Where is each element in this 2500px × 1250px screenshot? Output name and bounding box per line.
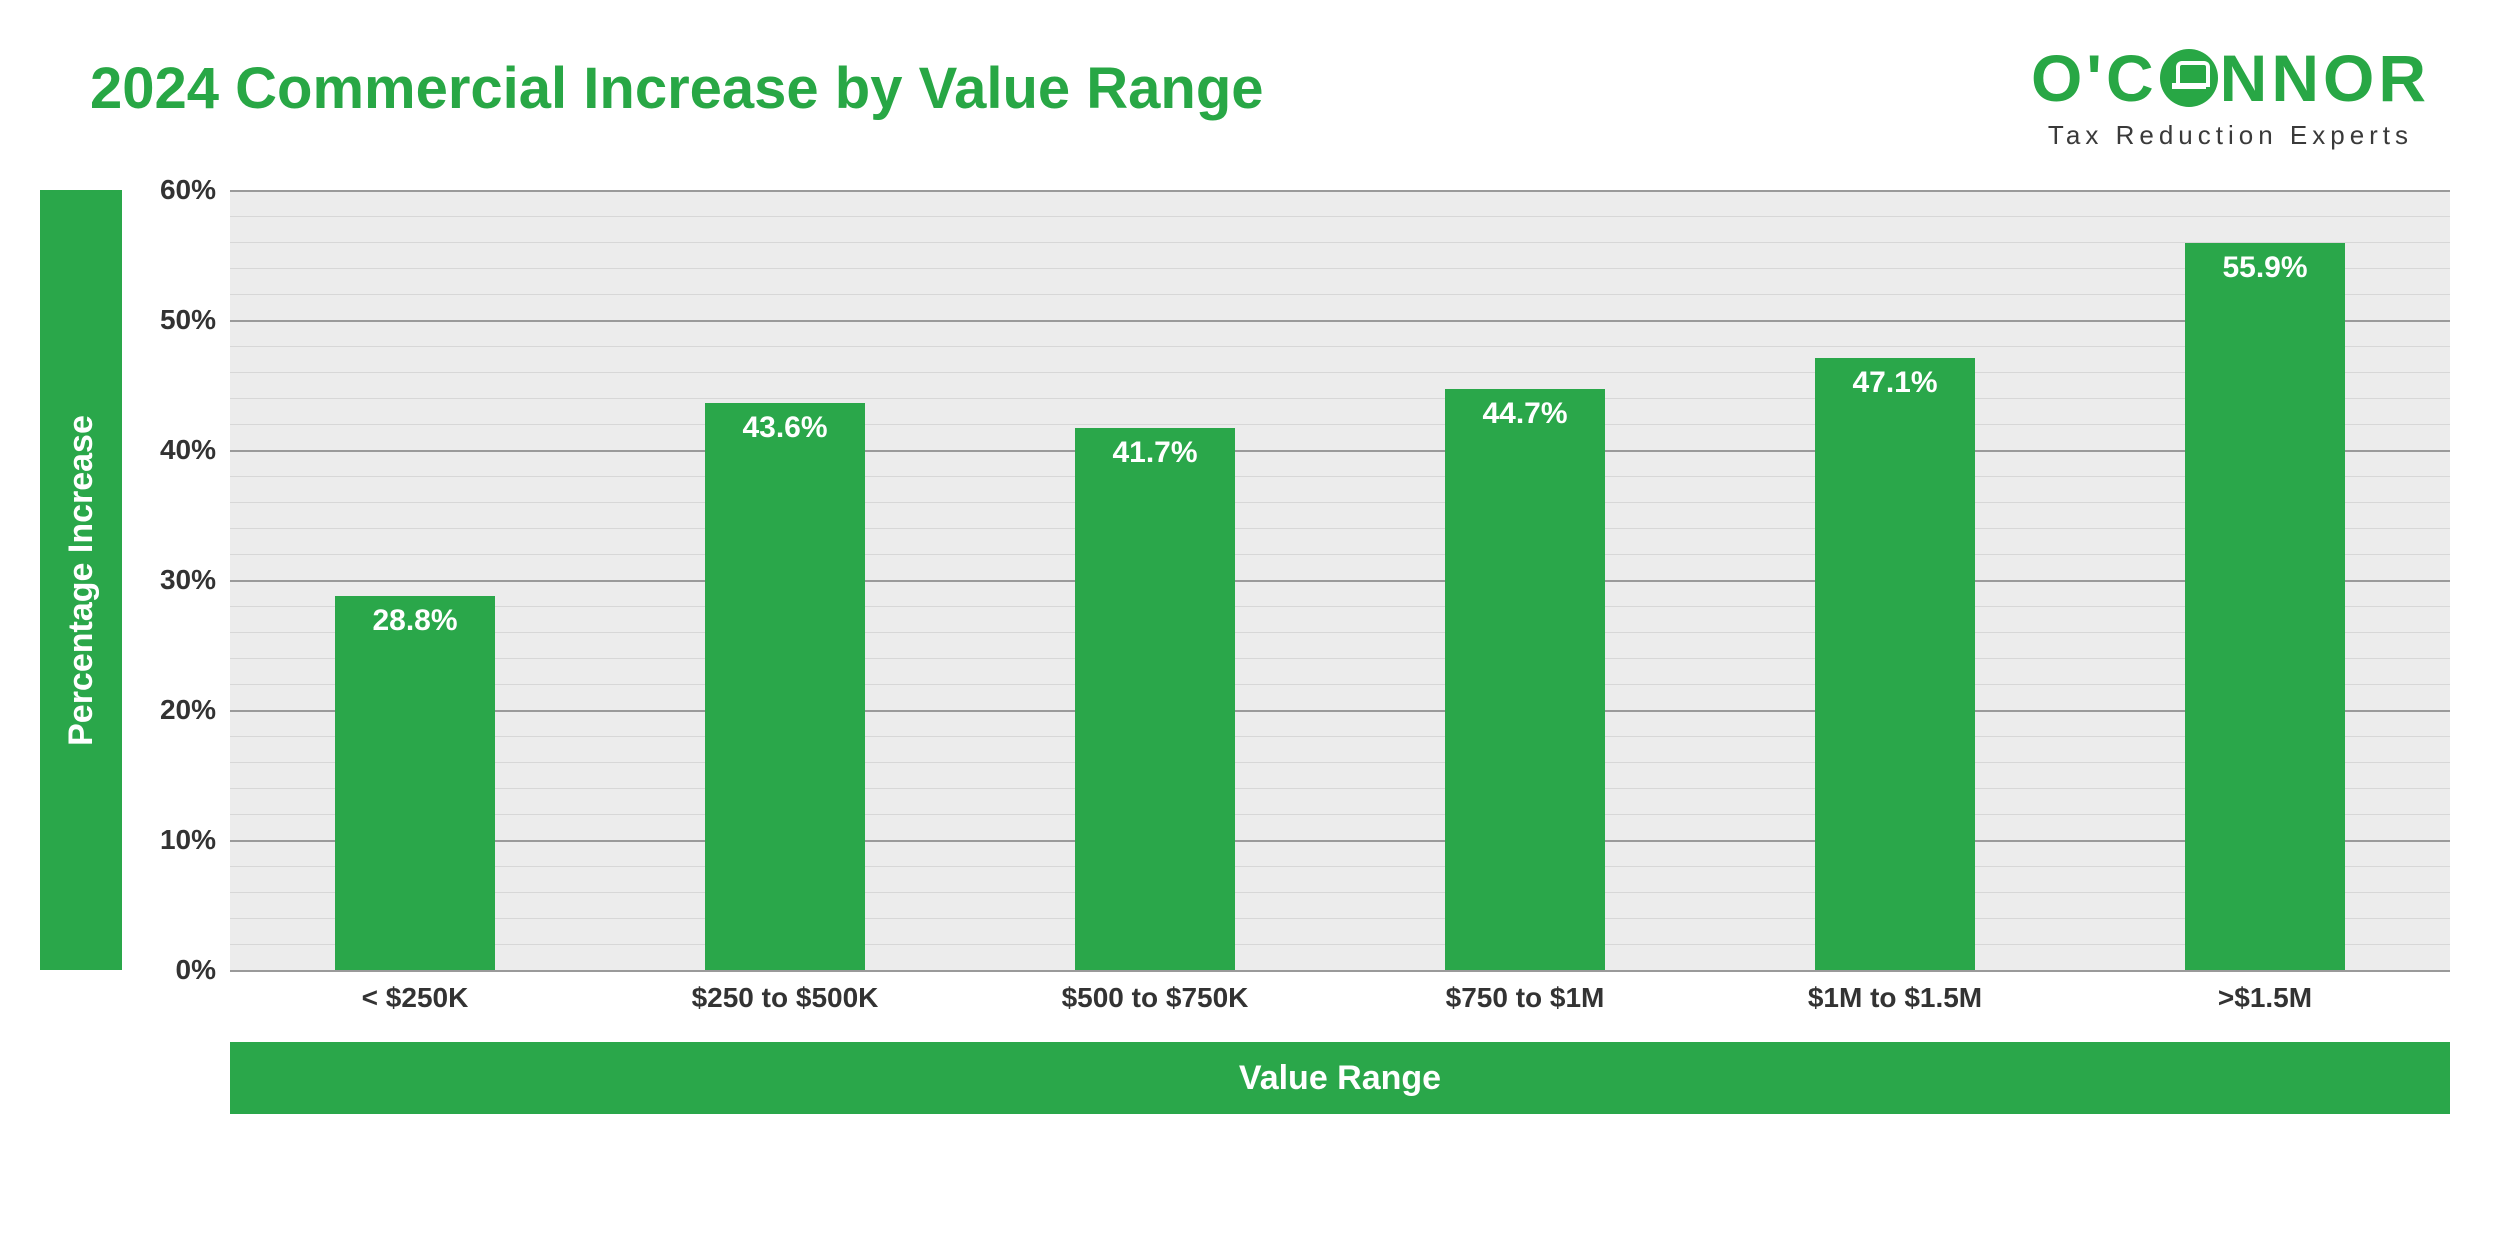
bar: 55.9% [2185, 243, 2345, 970]
y-tick-label: 0% [176, 954, 216, 986]
x-tick-label: $750 to $1M [1340, 982, 1710, 1014]
major-gridline [230, 970, 2450, 972]
bar-slot: 44.7% [1340, 190, 1710, 970]
chart-title: 2024 Commercial Increase by Value Range [90, 55, 1264, 122]
bar: 28.8% [335, 596, 495, 970]
capitol-icon [2160, 49, 2218, 107]
bar: 44.7% [1445, 389, 1605, 970]
bar: 41.7% [1075, 428, 1235, 970]
y-axis-label: Percentage Increase [62, 415, 101, 746]
logo-main-text: O'C NNOR [2031, 40, 2430, 116]
bar-slot: 55.9% [2080, 190, 2450, 970]
bar-value-label: 43.6% [742, 411, 827, 445]
x-tick-label: $500 to $750K [970, 982, 1340, 1014]
bar-value-label: 47.1% [1852, 366, 1937, 400]
x-tick-label: $250 to $500K [600, 982, 970, 1014]
x-axis-label-bar: Value Range [230, 1042, 2450, 1114]
bar-slot: 41.7% [970, 190, 1340, 970]
bar: 43.6% [705, 403, 865, 970]
x-tick-label: < $250K [230, 982, 600, 1014]
logo-tagline: Tax Reduction Experts [2031, 120, 2430, 151]
x-axis-label: Value Range [1239, 1059, 1441, 1098]
logo-suffix: NNOR [2220, 40, 2430, 116]
y-tick-label: 20% [160, 694, 216, 726]
y-axis-label-bar: Percentage Increase [40, 190, 122, 970]
logo-prefix: O'C [2031, 40, 2158, 116]
bar: 47.1% [1815, 358, 1975, 970]
y-tick-label: 30% [160, 564, 216, 596]
bar-slot: 28.8% [230, 190, 600, 970]
y-tick-label: 10% [160, 824, 216, 856]
brand-logo: O'C NNOR Tax Reduction Experts [2031, 40, 2430, 151]
y-tick-label: 60% [160, 174, 216, 206]
bar-value-label: 28.8% [372, 604, 457, 638]
bar-slot: 43.6% [600, 190, 970, 970]
x-tick-label: $1M to $1.5M [1710, 982, 2080, 1014]
bar-value-label: 55.9% [2222, 251, 2307, 285]
bar-value-label: 41.7% [1112, 436, 1197, 470]
bar-value-label: 44.7% [1482, 397, 1567, 431]
chart-container: Percentage Increase 0%10%20%30%40%50%60%… [40, 190, 2460, 1210]
bar-slot: 47.1% [1710, 190, 2080, 970]
x-tick-labels: < $250K$250 to $500K$500 to $750K$750 to… [230, 982, 2450, 1014]
x-tick-label: >$1.5M [2080, 982, 2450, 1014]
y-tick-label: 40% [160, 434, 216, 466]
bars-group: 28.8% 43.6% 41.7% 44.7% 47.1% 55.9% [230, 190, 2450, 970]
plot-area: 0%10%20%30%40%50%60%28.8%43.6%41.7%44.7%… [230, 190, 2450, 970]
y-tick-label: 50% [160, 304, 216, 336]
